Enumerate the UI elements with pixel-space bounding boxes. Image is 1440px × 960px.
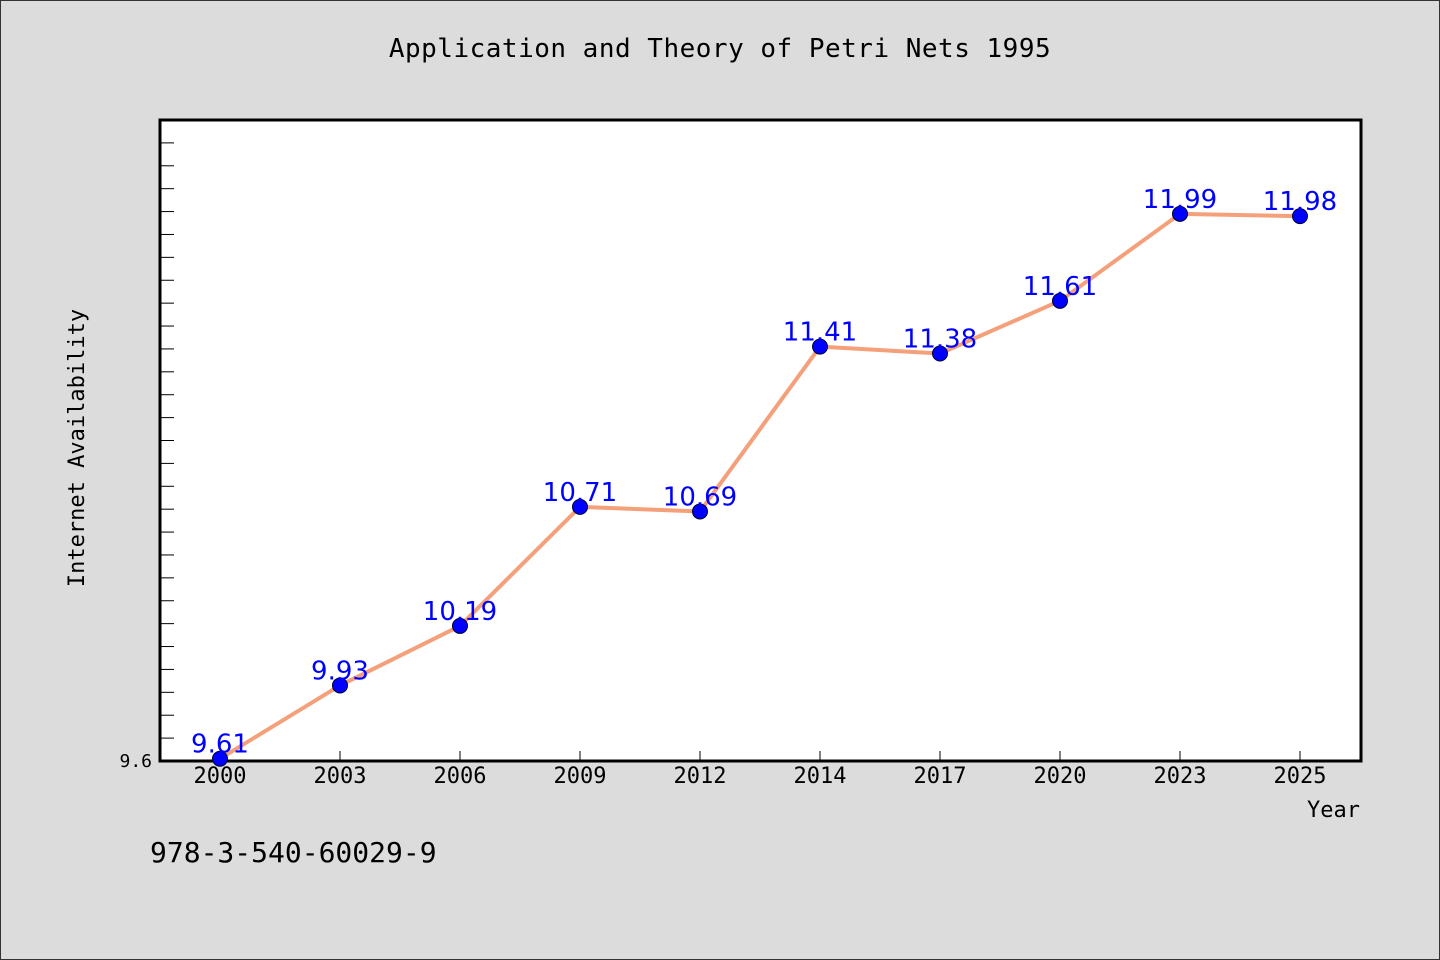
y-axis-ticks: 9.6 <box>119 142 174 772</box>
x-axis-ticks: 2000 2003 2006 2009 2012 2014 2017 2020 2023 2025 <box>194 751 1327 789</box>
data-label: 11.61 <box>1023 272 1097 302</box>
x-tick-label: 2025 <box>1274 764 1327 789</box>
data-labels: 9.61 9.93 10.19 10.71 10.69 11.41 11.38 11.61 11… <box>191 185 1337 760</box>
data-label: 11.98 <box>1263 187 1337 217</box>
series-line <box>218 211 1302 761</box>
data-point <box>932 345 948 362</box>
data-point <box>572 498 588 515</box>
x-tick-label: 2014 <box>794 764 847 789</box>
data-point <box>212 750 228 767</box>
data-point <box>812 338 828 355</box>
x-tick-label: 2023 <box>1154 764 1207 789</box>
data-label: 9.93 <box>311 656 369 686</box>
data-label: 10.69 <box>663 482 737 512</box>
data-label: 11.38 <box>903 325 977 355</box>
data-point <box>1172 205 1188 222</box>
x-tick-label: 2006 <box>434 764 487 789</box>
x-tick-label: 2003 <box>314 764 367 789</box>
data-label: 11.99 <box>1143 185 1217 215</box>
series-line-group <box>218 211 1302 761</box>
data-point <box>452 617 468 634</box>
data-markers <box>212 205 1308 767</box>
data-point <box>1052 292 1068 309</box>
data-label: 9.61 <box>191 730 249 760</box>
data-label: 10.71 <box>543 478 617 508</box>
x-tick-label: 2017 <box>914 764 967 789</box>
data-label: 11.41 <box>783 318 857 348</box>
y-axis-label: Internet Availability <box>65 309 90 587</box>
chart-title: Application and Theory of Petri Nets 199… <box>388 34 1052 64</box>
x-axis-label: Year <box>1307 798 1360 823</box>
isbn-text: 978-3-540-60029-9 <box>150 836 437 869</box>
x-tick-label: 2012 <box>674 764 727 789</box>
y-tick-label: 9.6 <box>119 751 152 772</box>
data-label: 10.19 <box>423 597 497 627</box>
x-tick-label: 2020 <box>1034 764 1087 789</box>
data-point <box>1292 208 1308 225</box>
x-tick-label: 2009 <box>554 764 607 789</box>
x-tick-label: 2000 <box>194 764 247 789</box>
data-point <box>332 677 348 694</box>
data-point <box>692 503 708 520</box>
